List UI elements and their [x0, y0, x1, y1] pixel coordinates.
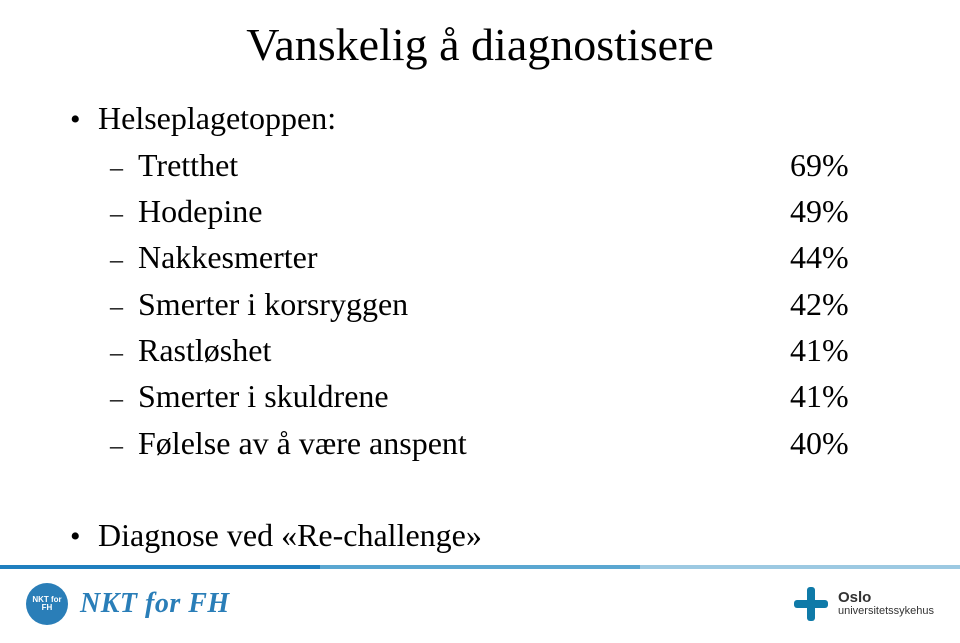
list-item: – Nakkesmerter 44%	[110, 234, 900, 280]
bullet-item: • Diagnose ved «Re-challenge»	[70, 512, 900, 559]
nkt-logo: NKT for FH NKT for FH	[26, 583, 230, 625]
list-item: – Hodepine 49%	[110, 188, 900, 234]
dash-mark: –	[110, 288, 138, 326]
dash-mark: –	[110, 380, 138, 418]
bullet-mark: •	[70, 98, 98, 142]
item-label: Følelse av å være anspent	[138, 420, 790, 466]
stripe-segment	[0, 565, 320, 569]
plus-icon	[794, 587, 828, 621]
item-label: Hodepine	[138, 188, 790, 234]
item-value: 41%	[790, 373, 900, 419]
stripe-segment	[640, 565, 960, 569]
slide-footer: NKT for FH NKT for FH Oslo universitetss…	[0, 565, 960, 643]
slide-content: • Helseplagetoppen: – Tretthet 69% – Hod…	[70, 95, 900, 559]
oslo-logo: Oslo universitetssykehus	[794, 587, 934, 621]
dash-mark: –	[110, 195, 138, 233]
item-value: 40%	[790, 420, 900, 466]
list-item: – Tretthet 69%	[110, 142, 900, 188]
item-value: 49%	[790, 188, 900, 234]
oslo-line2: universitetssykehus	[838, 606, 934, 618]
list-item: – Smerter i korsryggen 42%	[110, 281, 900, 327]
stripe-segment	[320, 565, 640, 569]
list-item: – Følelse av å være anspent 40%	[110, 420, 900, 466]
item-label: Smerter i skuldrene	[138, 373, 790, 419]
oslo-label: Oslo universitetssykehus	[838, 590, 934, 617]
item-value: 42%	[790, 281, 900, 327]
nkt-circle-text: NKT for FH	[26, 596, 68, 613]
list-item: – Rastløshet 41%	[110, 327, 900, 373]
bullet-text: Diagnose ved «Re-challenge»	[98, 512, 900, 558]
dash-mark: –	[110, 241, 138, 279]
dash-mark: –	[110, 427, 138, 465]
dash-mark: –	[110, 149, 138, 187]
nkt-circle-icon: NKT for FH	[26, 583, 68, 625]
item-value: 69%	[790, 142, 900, 188]
item-value: 44%	[790, 234, 900, 280]
sub-list: – Tretthet 69% – Hodepine 49% – Nakkesme…	[110, 142, 900, 467]
item-value: 41%	[790, 327, 900, 373]
bullet-item: • Helseplagetoppen:	[70, 95, 900, 142]
footer-stripe	[0, 565, 960, 569]
item-label: Smerter i korsryggen	[138, 281, 790, 327]
bullet-text: Helseplagetoppen:	[98, 95, 900, 141]
slide-title: Vanskelig å diagnostisere	[0, 18, 960, 71]
bullet-mark: •	[70, 515, 98, 559]
dash-mark: –	[110, 334, 138, 372]
item-label: Rastløshet	[138, 327, 790, 373]
item-label: Nakkesmerter	[138, 234, 790, 280]
list-item: – Smerter i skuldrene 41%	[110, 373, 900, 419]
oslo-line1: Oslo	[838, 590, 934, 606]
nkt-label: NKT for FH	[80, 588, 230, 620]
item-label: Tretthet	[138, 142, 790, 188]
